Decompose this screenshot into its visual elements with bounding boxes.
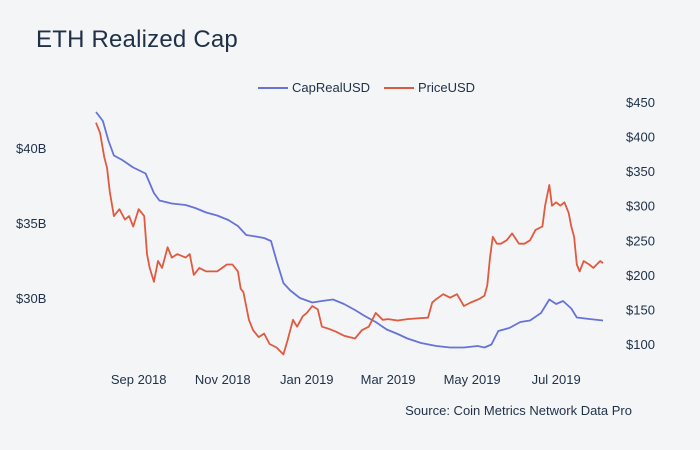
series-layer — [95, 111, 604, 356]
right-tick-label: $150 — [626, 302, 655, 317]
right-tick-label: $100 — [626, 337, 655, 352]
left-tick-label: $35B — [16, 216, 46, 231]
left-axis: $30B $35B $40B — [16, 141, 46, 306]
x-tick-label: May 2019 — [444, 372, 501, 387]
x-tick-label: Mar 2019 — [361, 372, 416, 387]
source-note: Source: Coin Metrics Network Data Pro — [405, 403, 632, 418]
left-tick-label: $40B — [16, 141, 46, 156]
legend-label: PriceUSD — [418, 80, 475, 95]
legend: CapRealUSD PriceUSD — [258, 80, 475, 95]
series-line-caprealusd — [95, 111, 604, 349]
right-tick-label: $450 — [626, 95, 655, 110]
right-tick-label: $200 — [626, 268, 655, 283]
chart-title: ETH Realized Cap — [36, 26, 238, 53]
left-tick-label: $30B — [16, 291, 46, 306]
right-tick-label: $350 — [626, 164, 655, 179]
right-tick-label: $300 — [626, 199, 655, 214]
x-axis: Sep 2018 Nov 2018 Jan 2019 Mar 2019 May 2019… — [111, 372, 581, 387]
series-line-priceusd — [95, 122, 604, 356]
x-tick-label: Nov 2018 — [195, 372, 251, 387]
x-tick-label: Jan 2019 — [280, 372, 334, 387]
x-tick-label: Sep 2018 — [111, 372, 167, 387]
legend-label: CapRealUSD — [292, 80, 370, 95]
right-tick-label: $250 — [626, 233, 655, 248]
x-tick-label: Jul 2019 — [532, 372, 581, 387]
right-tick-label: $400 — [626, 130, 655, 145]
right-axis: $100 $150 $200 $250 $300 $350 $400 $450 — [626, 95, 655, 352]
